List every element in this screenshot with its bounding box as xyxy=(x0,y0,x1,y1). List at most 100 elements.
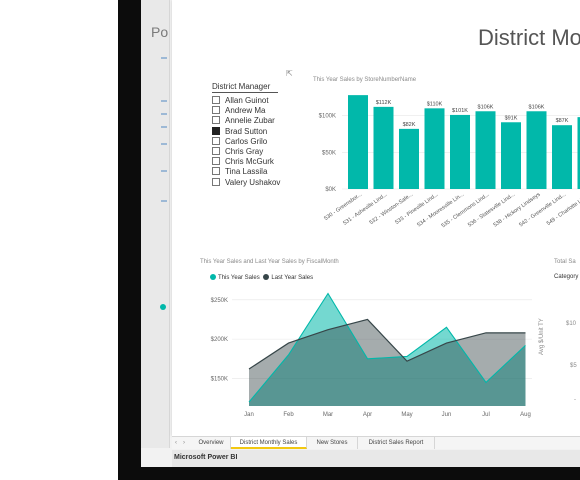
left-pane-line xyxy=(161,170,167,172)
checkbox-checked-icon[interactable] xyxy=(212,126,220,135)
checkbox-icon[interactable] xyxy=(212,116,220,125)
bar-data-label: $106K xyxy=(478,104,494,110)
left-pane-title: Po xyxy=(151,24,169,40)
partial-chart-title: Total Sa xyxy=(554,259,576,265)
checkbox-icon[interactable] xyxy=(212,136,220,145)
x-tick-label: Mar xyxy=(323,412,333,418)
checkbox-icon[interactable] xyxy=(212,96,220,104)
checkbox-icon[interactable] xyxy=(212,147,220,155)
slicer-item[interactable]: Andrew Ma xyxy=(212,106,265,115)
slicer-item-label: Andrew Ma xyxy=(225,106,266,116)
left-pane-radio[interactable] xyxy=(160,304,166,310)
tab-prev-icon[interactable]: ‹ xyxy=(175,440,177,446)
x-tick-label: May xyxy=(401,412,412,418)
bar[interactable] xyxy=(348,95,368,189)
report-canvas: District Mon ⇱ District Manager Allan Gu… xyxy=(172,0,580,436)
tab-next-icon[interactable]: › xyxy=(183,440,185,446)
slicer-item[interactable]: Allan Guinot xyxy=(212,96,269,105)
bar-data-label: $106K xyxy=(529,104,545,110)
legend-item-last-year[interactable]: Last Year Sales xyxy=(263,274,313,281)
bar-data-label: $112K xyxy=(376,100,392,106)
checkbox-icon[interactable] xyxy=(212,167,220,176)
left-pane-line xyxy=(161,113,167,115)
checkbox-icon[interactable] xyxy=(212,157,220,166)
checkbox-icon[interactable] xyxy=(212,106,220,115)
bar[interactable] xyxy=(577,117,580,189)
series-line[interactable] xyxy=(248,292,526,403)
bar-data-label: $110K xyxy=(427,101,443,107)
slicer-item[interactable]: Brad Sutton xyxy=(212,126,268,136)
bar-data-label: $91K xyxy=(505,115,518,121)
tab-new-stores[interactable]: New Stores xyxy=(307,437,358,449)
y-tick-label: $150K xyxy=(211,376,228,382)
partial-chart-tick: $5 xyxy=(570,363,577,369)
partial-chart-ylabel: Avg $/Unit TY xyxy=(539,318,545,355)
bar-chart-title: This Year Sales by StoreNumberName xyxy=(313,77,417,83)
slicer-item[interactable]: Annelie Zubar xyxy=(212,116,275,125)
x-tick-label: Jul xyxy=(482,412,490,418)
slicer-item-label: Annelie Zubar xyxy=(225,116,275,126)
x-tick-label: Jun xyxy=(442,412,452,418)
slicer-item[interactable]: Tina Lassila xyxy=(212,167,267,176)
legend-item-this-year[interactable]: This Year Sales xyxy=(210,274,260,281)
checkbox-icon[interactable] xyxy=(212,177,220,186)
x-tick-label: Apr xyxy=(363,412,372,418)
left-pane-line xyxy=(161,57,167,59)
area-chart-legend: This Year Sales Last Year Sales xyxy=(210,274,313,281)
page-tabs: ‹ › Overview District Monthly Sales New … xyxy=(172,436,580,449)
y-tick-label: $100K xyxy=(319,114,336,120)
y-tick-label: $0K xyxy=(325,187,336,193)
y-tick-label: $50K xyxy=(322,150,336,156)
slicer-item-label: Valery Ushakov xyxy=(225,177,281,187)
slicer-item-label: Chris Gray xyxy=(225,147,264,156)
left-pane-line xyxy=(161,200,167,202)
bar-data-label: $101K xyxy=(452,108,468,114)
bar[interactable] xyxy=(552,125,572,189)
left-pane-line xyxy=(161,126,167,128)
slicer-item[interactable]: Valery Ushakov xyxy=(212,177,281,187)
x-tick-label: Feb xyxy=(283,412,294,418)
bar[interactable] xyxy=(450,114,470,189)
device-bezel-bottom xyxy=(118,467,580,480)
status-bar: Microsoft Power BI xyxy=(172,450,580,467)
tab-district-sales-report[interactable]: District Sales Report xyxy=(358,437,435,449)
bar[interactable] xyxy=(399,128,419,189)
area-chart-title: This Year Sales and Last Year Sales by F… xyxy=(200,259,339,265)
bar-data-label: $82K xyxy=(403,122,416,128)
bar[interactable] xyxy=(526,111,547,189)
bar[interactable] xyxy=(424,108,445,189)
left-pane-line xyxy=(161,100,167,102)
legend-dot-icon xyxy=(210,274,216,280)
app-name: Microsoft Power BI xyxy=(174,454,238,461)
slicer-item[interactable]: Chris McGurk xyxy=(212,157,274,166)
slicer-title: District Manager xyxy=(212,82,278,93)
slicer-item[interactable]: Chris Gray xyxy=(212,147,263,156)
bar[interactable] xyxy=(475,111,496,189)
slicer-item-label: Carlos Grilo xyxy=(225,136,268,146)
slicer-item-label: Allan Guinot xyxy=(225,96,269,105)
left-pane-line xyxy=(161,143,167,145)
bar[interactable] xyxy=(373,106,394,189)
y-tick-label: $250K xyxy=(211,298,228,304)
report-title: District Mon xyxy=(478,25,580,50)
slicer-item[interactable]: Carlos Grilo xyxy=(212,136,268,146)
expand-icon[interactable]: ⇱ xyxy=(286,69,293,78)
tab-district-monthly-sales[interactable]: District Monthly Sales xyxy=(231,437,307,449)
x-tick-label: Jan xyxy=(244,412,254,418)
slicer-item-label: Brad Sutton xyxy=(225,126,268,136)
x-tick-label: Aug xyxy=(520,412,531,418)
bar-data-label: $87K xyxy=(556,118,569,124)
tab-overview[interactable]: Overview xyxy=(192,437,231,449)
partial-chart-tick: - xyxy=(574,397,576,403)
series-area[interactable] xyxy=(249,319,526,406)
slicer-item-label: Chris McGurk xyxy=(225,157,274,167)
partial-chart-tick: $10 xyxy=(566,321,577,327)
series-area[interactable] xyxy=(249,293,526,406)
series-line[interactable] xyxy=(248,318,526,370)
slicer-item-label: Tina Lassila xyxy=(225,167,268,177)
area-chart: $150K $200K $250K Jan Feb Mar Apr May Jun Jul Aug xyxy=(211,292,532,418)
left-pane[interactable]: Po xyxy=(141,0,170,448)
y-tick-label: $200K xyxy=(211,337,228,343)
bar[interactable] xyxy=(501,122,521,189)
